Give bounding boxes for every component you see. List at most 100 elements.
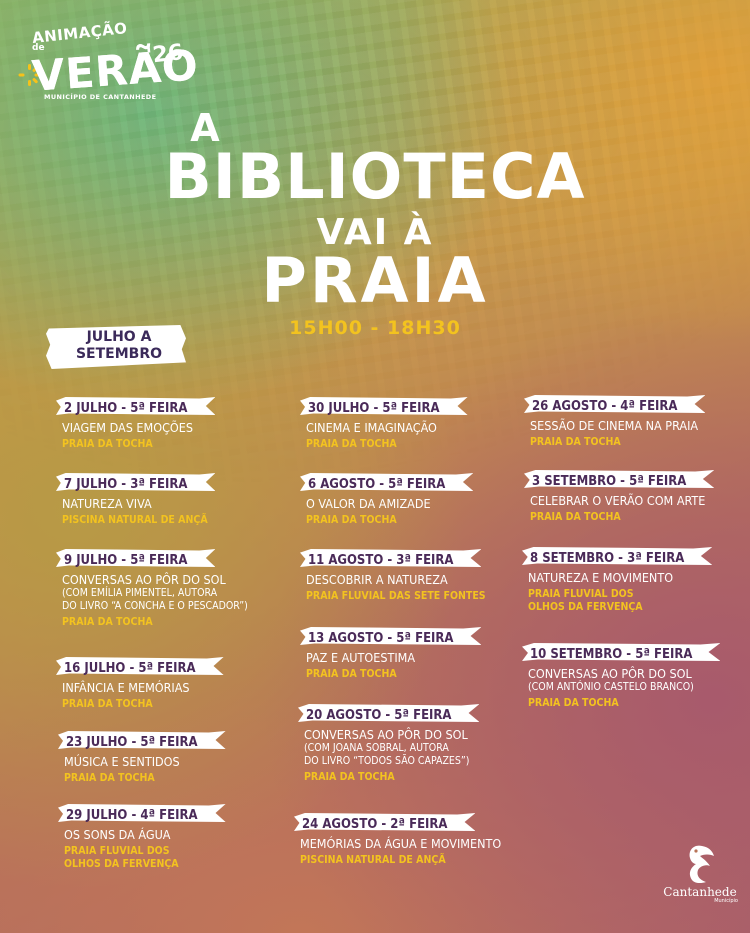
logo-year: '26	[144, 40, 185, 69]
municipality-logo: Cantanhede Município	[658, 842, 742, 912]
headline-biblioteca: BIBLIOTECA	[164, 140, 586, 213]
event-date: 16 JULHO - 5ª FEIRA	[64, 661, 196, 676]
event-subtitle: (COM ANTÓNIO CASTELO BRANCO)	[528, 681, 694, 693]
event-subtitle: DO LIVRO “A CONCHA E O PESCADOR”)	[62, 600, 248, 612]
event-card: 20 AGOSTO - 5ª FEIRA CONVERSAS AO PÔR DO…	[298, 704, 480, 784]
event-date: 29 JULHO - 4ª FEIRA	[66, 808, 198, 823]
period-text: JULHO A SETEMBRO	[64, 329, 174, 363]
event-card: 11 AGOSTO - 3ª FEIRA DESCOBRIR A NATUREZ…	[300, 549, 486, 603]
event-title: CONVERSAS AO PÔR DO SOL	[528, 666, 692, 681]
event-date: 10 SETEMBRO - 5ª FEIRA	[530, 647, 693, 662]
event-date-bar: 9 JULHO - 5ª FEIRA	[56, 549, 216, 568]
event-date-bar: 10 SETEMBRO - 5ª FEIRA	[522, 643, 721, 662]
event-title: NATUREZA E MOVIMENTO	[528, 570, 674, 585]
event-location: PRAIA DA TOCHA	[304, 771, 395, 783]
event-date-bar: 20 AGOSTO - 5ª FEIRA	[298, 704, 480, 723]
logo-municipality: MUNICÍPIO DE CANTANHEDE	[44, 93, 157, 101]
event-date-bar: 2 JULHO - 5ª FEIRA	[56, 397, 216, 416]
headline-a: A	[190, 106, 220, 150]
event-date-bar: 26 AGOSTO - 4ª FEIRA	[524, 395, 706, 414]
brush-stroke	[46, 325, 186, 369]
event-location: PRAIA DA TOCHA	[530, 511, 621, 523]
logo-line-2: de	[32, 43, 45, 53]
event-card: 3 SETEMBRO - 5ª FEIRA CELEBRAR O VERÃO C…	[524, 470, 715, 524]
event-card: 16 JULHO - 5ª FEIRA INFÂNCIA E MEMÓRIAS …	[56, 657, 224, 711]
event-location: PRAIA DA TOCHA	[306, 438, 397, 450]
event-card: 30 JULHO - 5ª FEIRA CINEMA E IMAGINAÇÃO …	[300, 397, 468, 451]
event-location: PRAIA DA TOCHA	[530, 436, 621, 448]
headline-praia: PRAIA	[261, 244, 489, 317]
period-line-1: JULHO A	[86, 329, 152, 345]
event-title: MÚSICA E SENTIDOS	[64, 754, 180, 769]
event-title: MEMÓRIAS DA ÁGUA E MOVIMENTO	[300, 836, 502, 851]
municipality-label: Município	[714, 898, 738, 904]
event-date: 30 JULHO - 5ª FEIRA	[308, 401, 440, 416]
event-date: 3 SETEMBRO - 5ª FEIRA	[532, 474, 687, 489]
event-location: PRAIA DA TOCHA	[62, 438, 153, 450]
event-location-line-2: OLHOS DA FERVENÇA	[528, 601, 643, 613]
event-title: NATUREZA VIVA	[62, 496, 152, 511]
event-date-bar: 16 JULHO - 5ª FEIRA	[56, 657, 224, 676]
event-date-bar: 24 AGOSTO - 2ª FEIRA	[294, 813, 476, 832]
event-card: 26 AGOSTO - 4ª FEIRA SESSÃO DE CINEMA NA…	[524, 395, 706, 449]
event-date: 24 AGOSTO - 2ª FEIRA	[302, 817, 448, 832]
event-date-bar: 7 JULHO - 3ª FEIRA	[56, 473, 216, 492]
event-card: 10 SETEMBRO - 5ª FEIRA CONVERSAS AO PÔR …	[522, 643, 721, 710]
sun-icon	[18, 64, 41, 86]
event-card: 2 JULHO - 5ª FEIRA VIAGEM DAS EMOÇÕES PR…	[56, 397, 216, 451]
event-subtitle: (COM JOANA SOBRAL, AUTORA	[304, 742, 449, 754]
period-badge: JULHO A SETEMBRO	[46, 325, 186, 369]
event-location: PRAIA DA TOCHA	[62, 698, 153, 710]
event-location: PRAIA DA TOCHA	[528, 697, 619, 709]
event-date: 8 SETEMBRO - 3ª FEIRA	[530, 551, 685, 566]
event-title: PAZ E AUTOESTIMA	[306, 650, 416, 665]
event-date: 6 AGOSTO - 5ª FEIRA	[308, 477, 446, 492]
event-date: 9 JULHO - 5ª FEIRA	[64, 553, 188, 568]
event-date-bar: 13 AGOSTO - 5ª FEIRA	[300, 627, 482, 646]
event-date-bar: 11 AGOSTO - 3ª FEIRA	[300, 549, 482, 568]
schedule-time: 15H00 - 18H30	[289, 317, 461, 339]
event-location: PRAIA FLUVIAL DOS	[64, 845, 170, 857]
event-subtitle: (COM EMÍLIA PIMENTEL, AUTORA	[62, 587, 218, 599]
pelican-icon	[689, 845, 714, 884]
event-date: 13 AGOSTO - 5ª FEIRA	[308, 631, 454, 646]
event-card: 9 JULHO - 5ª FEIRA CONVERSAS AO PÔR DO S…	[56, 549, 248, 629]
event-date-bar: 30 JULHO - 5ª FEIRA	[300, 397, 468, 416]
event-date: 26 AGOSTO - 4ª FEIRA	[532, 399, 678, 414]
event-card: 23 JULHO - 5ª FEIRA MÚSICA E SENTIDOS PR…	[58, 731, 226, 785]
event-subtitle: DO LIVRO “TODOS SÃO CAPAZES”)	[304, 755, 470, 767]
event-title: CONVERSAS AO PÔR DO SOL	[304, 727, 468, 742]
period-line-2: SETEMBRO	[75, 346, 163, 362]
event-date-bar: 6 AGOSTO - 5ª FEIRA	[300, 473, 474, 492]
event-location: PRAIA DA TOCHA	[64, 772, 155, 784]
event-title: INFÂNCIA E MEMÓRIAS	[62, 680, 190, 695]
event-card: 13 AGOSTO - 5ª FEIRA PAZ E AUTOESTIMA PR…	[300, 627, 482, 681]
event-card: 24 AGOSTO - 2ª FEIRA MEMÓRIAS DA ÁGUA E …	[294, 813, 502, 867]
event-location: PISCINA NATURAL DE ANÇÃ	[300, 854, 446, 866]
event-title: OS SONS DA ÁGUA	[64, 827, 171, 842]
event-title: CELEBRAR O VERÃO COM ARTE	[530, 493, 706, 508]
event-date-bar: 29 JULHO - 4ª FEIRA	[58, 804, 226, 823]
event-title: CONVERSAS AO PÔR DO SOL	[62, 572, 226, 587]
event-location: PRAIA FLUVIAL DAS SETE FONTES	[306, 590, 486, 602]
event-date: 2 JULHO - 5ª FEIRA	[64, 401, 188, 416]
event-date: 23 JULHO - 5ª FEIRA	[66, 735, 198, 750]
event-title: O VALOR DA AMIZADE	[306, 496, 431, 511]
event-card: 8 SETEMBRO - 3ª FEIRA NATUREZA E MOVIMEN…	[522, 547, 713, 614]
animacao-verao-logo: ANIMAÇÃO de VERÃO '26 MUNICÍPIO DE CANTA…	[18, 19, 208, 116]
event-location: PRAIA FLUVIAL DOS	[528, 588, 634, 600]
event-title: CINEMA E IMAGINAÇÃO	[306, 420, 437, 435]
event-location: PISCINA NATURAL DE ANÇÃ	[62, 514, 208, 526]
event-location-line-2: OLHOS DA FERVENÇA	[64, 858, 179, 870]
event-title: SESSÃO DE CINEMA NA PRAIA	[530, 418, 699, 433]
event-date-bar: 23 JULHO - 5ª FEIRA	[58, 731, 226, 750]
event-date: 7 JULHO - 3ª FEIRA	[64, 477, 188, 492]
event-title: VIAGEM DAS EMOÇÕES	[62, 420, 194, 435]
event-card: 6 AGOSTO - 5ª FEIRA O VALOR DA AMIZADE P…	[300, 473, 474, 527]
event-card: 7 JULHO - 3ª FEIRA NATUREZA VIVA PISCINA…	[56, 473, 216, 527]
event-date-bar: 3 SETEMBRO - 5ª FEIRA	[524, 470, 715, 489]
event-date: 20 AGOSTO - 5ª FEIRA	[306, 708, 452, 723]
event-location: PRAIA DA TOCHA	[306, 668, 397, 680]
headline-vai: VAI À	[316, 212, 434, 253]
